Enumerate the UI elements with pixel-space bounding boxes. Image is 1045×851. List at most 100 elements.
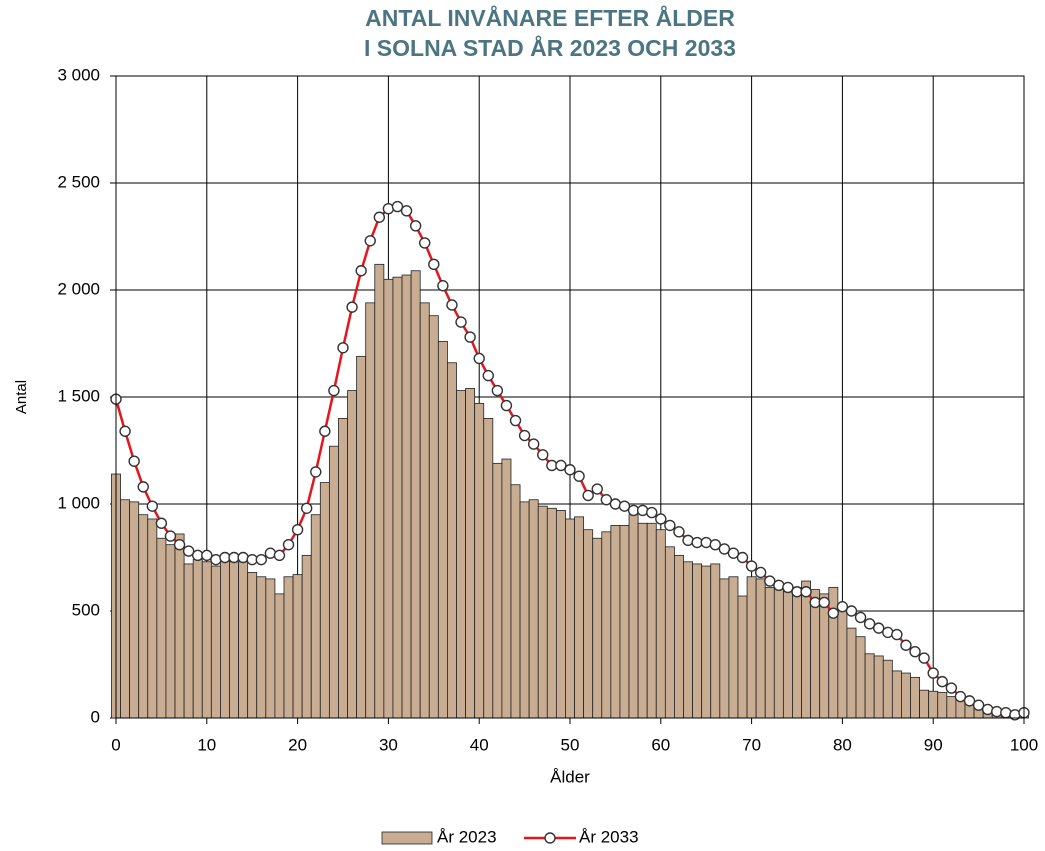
- marker: [210, 553, 222, 566]
- marker: [146, 500, 159, 512]
- marker: [391, 200, 404, 213]
- bar: [537, 505, 548, 719]
- bar: [819, 593, 830, 719]
- x-tick-label: 40: [470, 735, 489, 754]
- marker: [673, 526, 685, 538]
- marker: [655, 513, 667, 525]
- marker: [564, 464, 576, 476]
- legend-swatch: [544, 832, 556, 844]
- bar: [628, 514, 639, 719]
- bar: [183, 563, 194, 719]
- marker: [918, 652, 930, 664]
- marker: [600, 494, 613, 506]
- marker: [446, 299, 458, 311]
- marker: [664, 519, 676, 532]
- marker: [400, 205, 413, 217]
- bar: [283, 576, 294, 719]
- bar: [120, 499, 131, 719]
- marker: [319, 425, 331, 437]
- bar: [419, 302, 430, 719]
- marker: [972, 699, 985, 711]
- y-tick-label: 0: [91, 707, 100, 726]
- legend-swatch: [381, 831, 433, 845]
- bar: [692, 563, 703, 719]
- marker: [800, 586, 812, 598]
- marker: [882, 626, 894, 639]
- marker: [518, 429, 531, 442]
- marker: [700, 536, 712, 549]
- marker: [773, 579, 785, 592]
- y-tick-label: 2 000: [57, 279, 100, 298]
- bar: [492, 462, 503, 719]
- marker: [782, 581, 794, 594]
- marker: [310, 466, 322, 478]
- bar: [901, 672, 911, 719]
- marker: [491, 384, 504, 397]
- bar: [601, 531, 612, 719]
- marker: [409, 220, 422, 232]
- marker: [754, 566, 767, 579]
- marker: [201, 549, 213, 562]
- bar: [374, 263, 385, 719]
- bar: [338, 417, 348, 719]
- marker: [300, 502, 313, 514]
- bar: [674, 554, 684, 719]
- legend-label: År 2033: [579, 827, 639, 846]
- marker: [173, 538, 186, 551]
- marker: [555, 459, 567, 472]
- bar: [347, 390, 358, 719]
- marker: [119, 425, 131, 437]
- marker: [582, 489, 594, 502]
- bar: [201, 561, 212, 719]
- bar: [728, 576, 739, 719]
- bar: [574, 516, 585, 719]
- bar: [555, 510, 566, 719]
- marker: [346, 301, 358, 313]
- marker: [137, 481, 149, 493]
- bar: [301, 554, 312, 719]
- marker: [745, 560, 758, 572]
- y-tick-label: 3 000: [57, 65, 100, 84]
- bar: [855, 636, 866, 719]
- x-tick-label: 0: [111, 735, 120, 754]
- bar: [365, 302, 376, 719]
- bar: [356, 355, 367, 719]
- bar: [565, 518, 575, 719]
- bar: [737, 595, 748, 719]
- bar: [864, 653, 875, 719]
- bar: [683, 561, 693, 719]
- bar: [801, 580, 812, 719]
- marker: [573, 470, 585, 482]
- bar: [210, 565, 221, 719]
- bar: [156, 537, 167, 719]
- marker: [473, 352, 485, 365]
- marker: [709, 538, 721, 551]
- bar: [274, 593, 285, 719]
- bar: [238, 561, 249, 719]
- marker: [954, 690, 967, 703]
- x-tick-label: 70: [742, 735, 761, 754]
- bar: [946, 696, 957, 719]
- bar: [664, 546, 675, 719]
- marker: [182, 545, 195, 557]
- x-tick-label: 60: [651, 735, 670, 754]
- marker: [328, 384, 340, 397]
- marker: [273, 549, 286, 562]
- bar: [147, 518, 158, 719]
- bar: [655, 529, 666, 719]
- bar: [528, 499, 539, 719]
- marker: [509, 414, 522, 427]
- bar: [383, 278, 394, 719]
- bar: [220, 559, 230, 719]
- bar: [465, 388, 476, 719]
- bar: [891, 670, 902, 719]
- bar: [328, 445, 339, 719]
- marker: [727, 547, 740, 559]
- marker: [419, 237, 431, 249]
- bar: [764, 587, 775, 719]
- chart-title: ANTAL INVÅNARE EFTER ÅLDER: [365, 4, 735, 31]
- bar: [646, 522, 657, 719]
- bar: [247, 572, 258, 719]
- marker: [355, 265, 367, 277]
